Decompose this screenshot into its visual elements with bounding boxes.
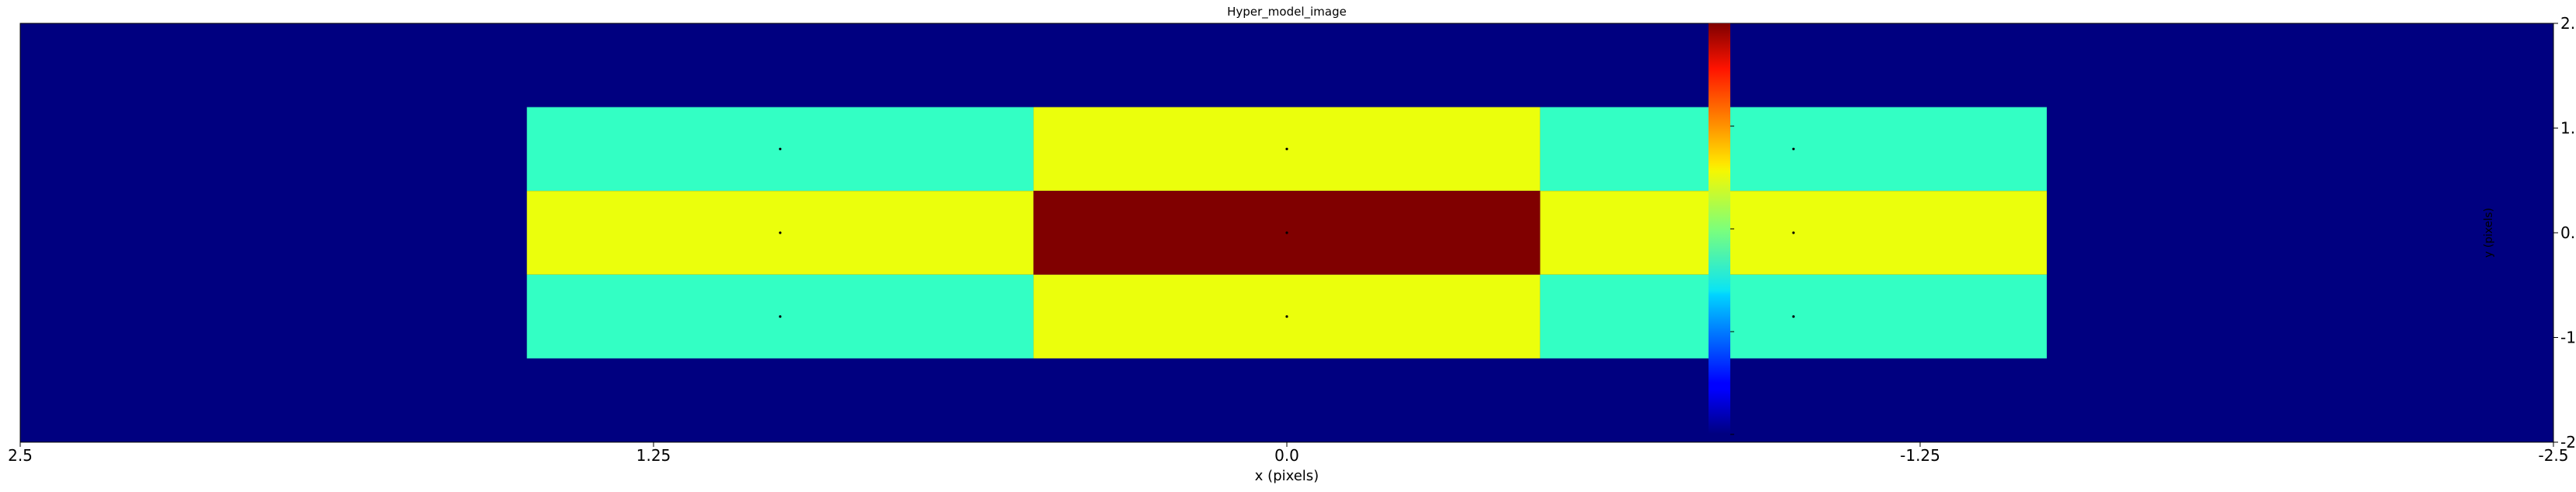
y-tick-label: -1.25	[2560, 329, 2576, 347]
y-tick-label: -2.5	[2560, 433, 2576, 452]
x-tick-label: 1.25	[636, 446, 671, 465]
pixel-centre-marker	[779, 315, 782, 318]
pixel-centre-markers	[779, 147, 1795, 318]
pixel-centre-marker	[1792, 315, 1795, 318]
pixel-centre-marker	[1285, 315, 1288, 318]
pixel-centre-marker	[1285, 147, 1288, 150]
x-axis-label: x (pixels)	[1255, 468, 1319, 484]
colorbar-ticks	[1730, 23, 1734, 435]
y-axis-label: y (pixels)	[2483, 208, 2495, 258]
pixel-centre-marker	[779, 231, 782, 234]
x-tick-label: 0.0	[1274, 446, 1299, 465]
chart-title: Hyper_model_image	[1227, 5, 1347, 19]
colorbar-gradient	[1709, 23, 1730, 434]
pixel-centre-marker	[1285, 231, 1288, 234]
y-tick-label: 0.0	[2560, 223, 2576, 242]
x-tick-label: -2.5	[2538, 446, 2568, 465]
colorbar	[1709, 23, 1734, 435]
y-tick-label: 1.25	[2560, 119, 2576, 138]
x-axis-ticks: 2.5 1.25 0.0 -1.25 -2.5	[8, 442, 2569, 465]
pixel-centre-marker	[1792, 231, 1795, 234]
pixel-centre-marker	[779, 147, 782, 150]
x-tick-label: -1.25	[1900, 446, 1940, 465]
y-axis-ticks: 2.5 1.25 0.0 -1.25 -2.5	[2553, 14, 2576, 452]
y-tick-label: 2.5	[2560, 14, 2576, 33]
pixel-centre-marker	[1792, 147, 1795, 150]
x-tick-label: 2.5	[8, 446, 33, 465]
